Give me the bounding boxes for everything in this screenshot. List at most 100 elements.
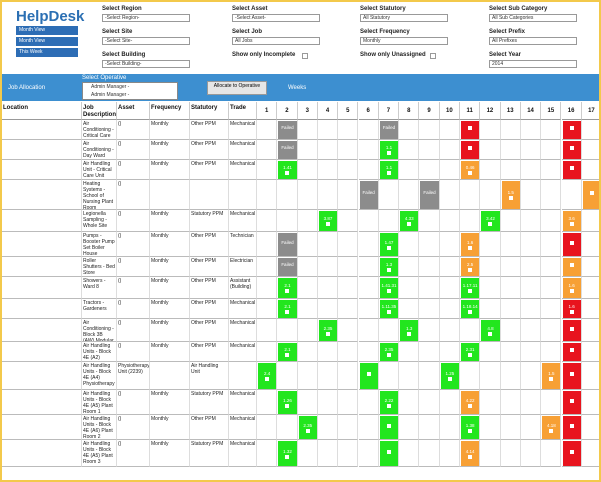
week-cell [399,210,420,232]
week-cell [561,210,582,232]
status-cell[interactable]: 1.6 [562,278,581,298]
status-cell[interactable]: 1.32 [278,441,297,466]
status-cell[interactable]: 1.3 [379,258,399,276]
status-cell[interactable] [562,320,581,341]
status-cell[interactable]: 1.1 [379,141,399,159]
status-cell[interactable] [562,343,581,361]
status-cell[interactable] [582,181,599,209]
filter-select[interactable]: -Select Region- [102,14,190,22]
status-cell[interactable]: 4.18 [542,416,561,439]
status-cell[interactable]: 2.5 [461,258,480,276]
status-icon [569,326,574,331]
filter-select[interactable]: All Sub Categories [489,14,577,22]
status-cell[interactable] [562,258,581,276]
filter-select[interactable]: Monthly [360,37,448,45]
status-cell[interactable]: 1.26 [278,391,297,414]
status-cell[interactable] [562,233,581,256]
status-cell[interactable] [461,121,480,139]
week-cell [399,232,420,257]
status-cell[interactable]: Failed [278,121,297,139]
filter-select[interactable]: All Prefixes [489,37,577,45]
status-cell[interactable]: 1.41.31 [379,278,399,298]
filter-select[interactable]: All Jobs [232,37,320,45]
status-cell[interactable]: 2.35 [379,343,399,361]
status-cell[interactable]: 1.6 [562,300,581,318]
status-cell[interactable]: 2.35 [298,416,317,439]
status-cell[interactable]: 0.46 [461,161,480,179]
week-cell [500,362,521,390]
status-cell[interactable]: Failed [359,181,378,209]
status-cell[interactable]: 4.14 [461,441,480,466]
location-cell [2,232,82,257]
status-cell[interactable]: 3.87 [318,211,338,231]
status-cell[interactable]: 1.11.35 [379,300,399,318]
filter-select[interactable]: -Select Building- [102,60,190,68]
status-cell[interactable]: 2.31 [461,343,480,361]
status-cell[interactable]: 2.1 [278,300,297,318]
status-icon [569,240,574,245]
status-cell[interactable]: 1.5 [501,181,520,209]
view-button[interactable]: This Week [16,48,78,57]
status-cell[interactable] [379,416,399,439]
status-cell[interactable]: 3.42 [481,211,500,231]
operative-item[interactable]: Admin Manager - [91,84,130,90]
week-cell [277,362,298,390]
week-cell [257,210,278,232]
status-cell[interactable]: 1.17.11 [461,278,480,298]
status-cell[interactable]: 4.33 [400,211,419,231]
filter-select[interactable]: -Select Site- [102,37,190,45]
status-cell[interactable]: 2.4 [258,363,277,389]
status-cell[interactable]: Failed [420,181,439,209]
filter-checkbox[interactable] [302,53,308,59]
status-cell[interactable] [562,416,581,439]
status-cell[interactable] [562,441,581,466]
week-cell [581,415,599,440]
status-cell[interactable] [562,363,581,389]
status-cell[interactable]: 1.38 [461,416,480,439]
frequency-cell [150,180,190,210]
status-cell[interactable]: 1.5 [542,363,561,389]
status-icon [488,222,493,226]
status-cell[interactable] [562,141,581,159]
week-cell [500,140,521,160]
status-cell[interactable]: 1.1 [379,161,399,179]
status-cell[interactable]: 4.8 [481,320,500,341]
status-cell[interactable]: Failed [278,258,297,276]
filter-select[interactable]: All Statutory [360,14,448,22]
view-button[interactable]: Month View [16,26,78,35]
status-cell[interactable] [359,363,378,389]
allocate-button[interactable]: Allocate to Operative [207,81,267,95]
status-cell[interactable] [562,121,581,139]
status-cell[interactable]: 2.1 [278,343,297,361]
status-cell[interactable] [562,161,581,179]
week-cell [439,277,460,299]
status-cell[interactable]: 1.18.14 [461,300,480,318]
status-cell[interactable]: 1.25 [440,363,459,389]
status-icon [285,171,290,175]
status-cell[interactable] [461,141,480,159]
filter-select[interactable]: -Select Asset- [232,14,320,22]
status-cell[interactable]: 1.41 [278,161,297,179]
filter-select[interactable]: 2014 [489,60,577,68]
filter-checkbox[interactable] [430,53,436,59]
status-cell[interactable]: Failed [278,141,297,159]
view-button[interactable]: Month View [16,37,78,46]
status-cell[interactable]: 1.47 [379,233,399,256]
week-cell [541,257,562,277]
status-cell[interactable]: 3.6 [562,211,581,231]
operative-item[interactable]: Admin Manager - [91,92,130,98]
status-cell[interactable]: 1.6 [461,233,480,256]
week-cell [460,390,481,415]
status-cell[interactable]: Failed [278,233,297,256]
status-cell[interactable] [379,441,399,466]
status-cell[interactable]: 2.1 [278,278,297,298]
status-cell[interactable]: 2.35 [318,320,338,341]
week-cell [297,415,318,440]
status-cell[interactable]: 4.22 [461,391,480,414]
status-cell[interactable]: Failed [379,121,399,139]
status-cell[interactable]: 2.22 [379,391,399,414]
status-cell[interactable]: 1.3 [400,320,419,341]
statutory-cell: Other PPM [190,140,229,160]
status-cell[interactable] [562,391,581,414]
week-cell [480,120,501,140]
